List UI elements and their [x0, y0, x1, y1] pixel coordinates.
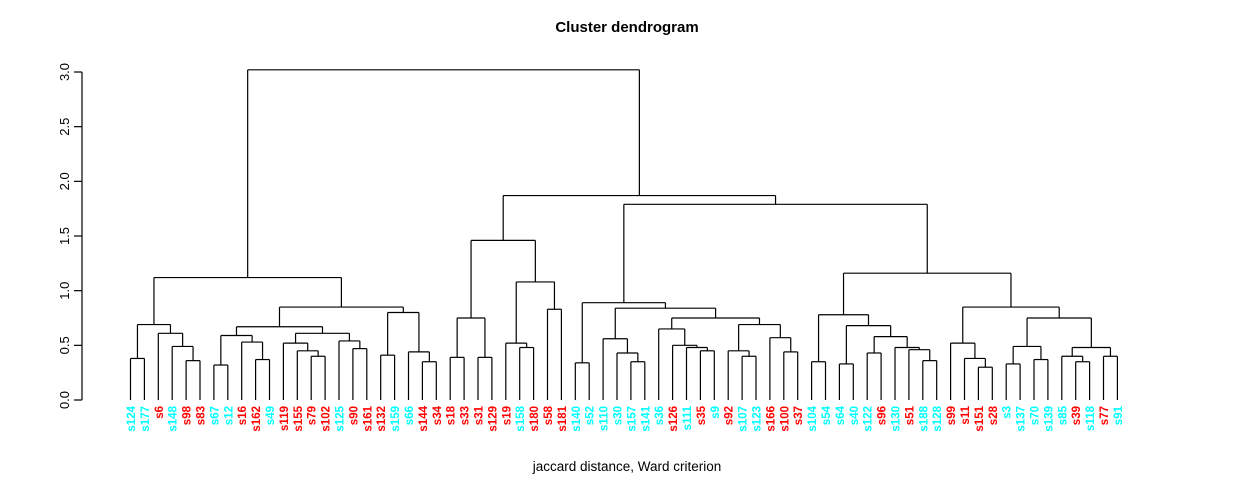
- leaf-label: s129: [487, 406, 499, 432]
- leaf-label: s85: [1057, 405, 1069, 425]
- leaf-label: s124: [126, 405, 138, 431]
- leaf-label: s79: [307, 406, 319, 425]
- chart-title: Cluster dendrogram: [555, 19, 699, 36]
- y-tick-label: 2.0: [57, 172, 72, 190]
- leaf-label: s137: [1016, 406, 1028, 432]
- leaf-label: s36: [654, 406, 666, 425]
- x-axis-label: jaccard distance, Ward criterion: [532, 459, 722, 474]
- leaf-label: s141: [640, 405, 652, 431]
- leaf-label: s123: [752, 406, 764, 432]
- leaf-label: s64: [835, 405, 847, 425]
- leaf-label: s144: [418, 405, 430, 431]
- leaf-label: s18: [446, 405, 458, 425]
- leaf-label: s66: [404, 406, 416, 425]
- leaf-label: s77: [1099, 406, 1111, 425]
- leaf-label: s98: [182, 405, 194, 425]
- leaf-label: s132: [376, 406, 388, 432]
- y-tick-label: 0.0: [57, 391, 72, 409]
- leaf-label: s58: [543, 405, 555, 425]
- leaf-label: s33: [460, 406, 472, 425]
- leaf-label: s9: [710, 406, 722, 419]
- leaf-label: s162: [251, 406, 263, 432]
- y-tick-label: 1.5: [57, 227, 72, 245]
- leaf-label: s6: [154, 406, 166, 419]
- leaf-label: s49: [265, 406, 277, 425]
- leaf-label: s126: [668, 406, 680, 432]
- leaf-label: s40: [849, 406, 861, 425]
- y-tick-label: 0.5: [57, 336, 72, 354]
- leaf-label: s151: [974, 405, 986, 431]
- leaf-label: s52: [585, 406, 597, 425]
- leaf-label: s12: [223, 406, 235, 425]
- leaf-label: s3: [1002, 406, 1014, 419]
- leaf-label: s155: [293, 405, 305, 431]
- leaf-label: s161: [362, 405, 374, 431]
- leaf-label: s125: [335, 405, 347, 431]
- leaf-label: s166: [765, 406, 777, 432]
- leaf-label: s31: [474, 405, 486, 425]
- y-tick-label: 2.5: [57, 118, 72, 136]
- leaf-label: s159: [390, 406, 402, 432]
- leaf-label: s177: [140, 406, 152, 432]
- leaf-label: s110: [599, 406, 611, 431]
- leaf-label: s11: [960, 405, 972, 424]
- leaf-label: s51: [904, 405, 916, 425]
- leaf-label: s128: [932, 405, 944, 431]
- leaf-label: s122: [863, 406, 875, 432]
- leaf-label: s148: [168, 405, 180, 431]
- leaf-label: s181: [557, 405, 569, 431]
- leaf-label: s54: [821, 405, 833, 425]
- leaf-label: s16: [237, 406, 249, 425]
- leaf-label: s119: [279, 406, 291, 431]
- leaf-label: s91: [1113, 405, 1125, 425]
- leaf-label: s19: [501, 406, 513, 425]
- y-tick-label: 1.0: [57, 282, 72, 300]
- leaf-label: s34: [432, 405, 444, 425]
- leaf-label: s102: [321, 406, 333, 432]
- leaf-label: s139: [1043, 406, 1055, 432]
- leaf-label: s83: [196, 406, 208, 425]
- leaf-label: s99: [946, 406, 958, 425]
- leaf-label: s107: [738, 406, 750, 432]
- leaf-label: s37: [793, 406, 805, 425]
- leaf-label: s104: [807, 405, 819, 431]
- leaf-label: s35: [696, 405, 708, 425]
- leaf-label: s111: [682, 405, 694, 430]
- leaf-label: s96: [877, 406, 889, 425]
- leaf-label: s140: [571, 406, 583, 432]
- leaf-label: s130: [891, 406, 903, 432]
- leaf-label: s90: [348, 406, 360, 425]
- leaf-label: s118: [1085, 405, 1097, 431]
- leaf-label: s158: [515, 405, 527, 431]
- leaf-label: s30: [613, 406, 625, 425]
- leaf-label: s188: [918, 405, 930, 431]
- leaf-label: s157: [626, 406, 638, 432]
- y-tick-label: 3.0: [57, 63, 72, 81]
- leaf-label: s39: [1071, 406, 1083, 425]
- leaf-label: s180: [529, 406, 541, 432]
- leaf-label: s67: [209, 406, 221, 425]
- leaf-label: s28: [988, 405, 1000, 425]
- leaf-label: s92: [724, 406, 736, 425]
- leaf-label: s70: [1030, 406, 1042, 425]
- leaf-label: s100: [779, 406, 791, 432]
